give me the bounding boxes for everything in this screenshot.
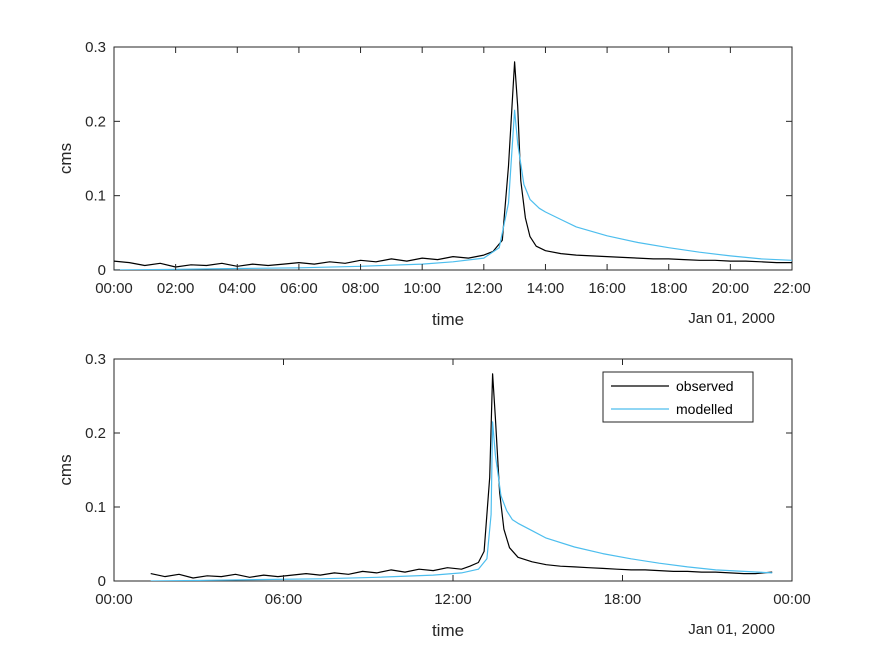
y-tick-label: 0.2 — [85, 425, 106, 442]
y-tick-label: 0.3 — [85, 39, 106, 56]
y-tick-label: 0.2 — [85, 113, 106, 130]
date-label: Jan 01, 2000 — [688, 310, 775, 327]
x-tick-label: 02:00 — [157, 280, 195, 297]
x-tick-label: 10:00 — [403, 280, 441, 297]
x-tick-label: 20:00 — [712, 280, 750, 297]
y-tick-label: 0.1 — [85, 188, 106, 205]
x-tick-label: 18:00 — [650, 280, 688, 297]
x-tick-label: 18:00 — [604, 591, 642, 608]
x-tick-label: 04:00 — [218, 280, 256, 297]
series-line-modelled — [150, 421, 773, 581]
y-axis-label: cms — [56, 454, 75, 485]
legend-label-observed: observed — [676, 378, 734, 394]
y-axis-label: cms — [56, 143, 75, 174]
x-tick-label: 12:00 — [465, 280, 503, 297]
y-tick-label: 0 — [98, 573, 106, 590]
axes-box — [113, 46, 793, 271]
x-tick-label: 00:00 — [773, 591, 811, 608]
x-axis-label: time — [432, 621, 464, 640]
legend-box — [602, 371, 754, 423]
x-tick-label: 12:00 — [434, 591, 472, 608]
x-axis-label: time — [432, 310, 464, 329]
bottom-plot: 00:00 06:00 12:00 18:00 00:0000.10.20.3timec… — [56, 351, 811, 640]
x-tick-label: 06:00 — [265, 591, 303, 608]
x-tick-label: 08:00 — [342, 280, 380, 297]
y-tick-label: 0.3 — [85, 351, 106, 368]
x-tick-label: 06:00 — [280, 280, 318, 297]
x-tick-label: 16:00 — [588, 280, 626, 297]
y-tick-label: 0 — [98, 262, 106, 279]
top-plot: 00:00 02:00 04:00 06:00 08:00 10:00 12:00 14:00… — [56, 39, 811, 329]
x-tick-label: 14:00 — [527, 280, 565, 297]
legend: observed modelled — [602, 371, 754, 423]
series-line-observed — [150, 373, 773, 579]
x-tick-label: 00:00 — [95, 280, 133, 297]
y-tick-label: 0.1 — [85, 499, 106, 516]
date-label: Jan 01, 2000 — [688, 621, 775, 638]
legend-label-modelled: modelled — [676, 401, 733, 417]
x-tick-label: 22:00 — [773, 280, 811, 297]
x-tick-label: 00:00 — [95, 591, 133, 608]
